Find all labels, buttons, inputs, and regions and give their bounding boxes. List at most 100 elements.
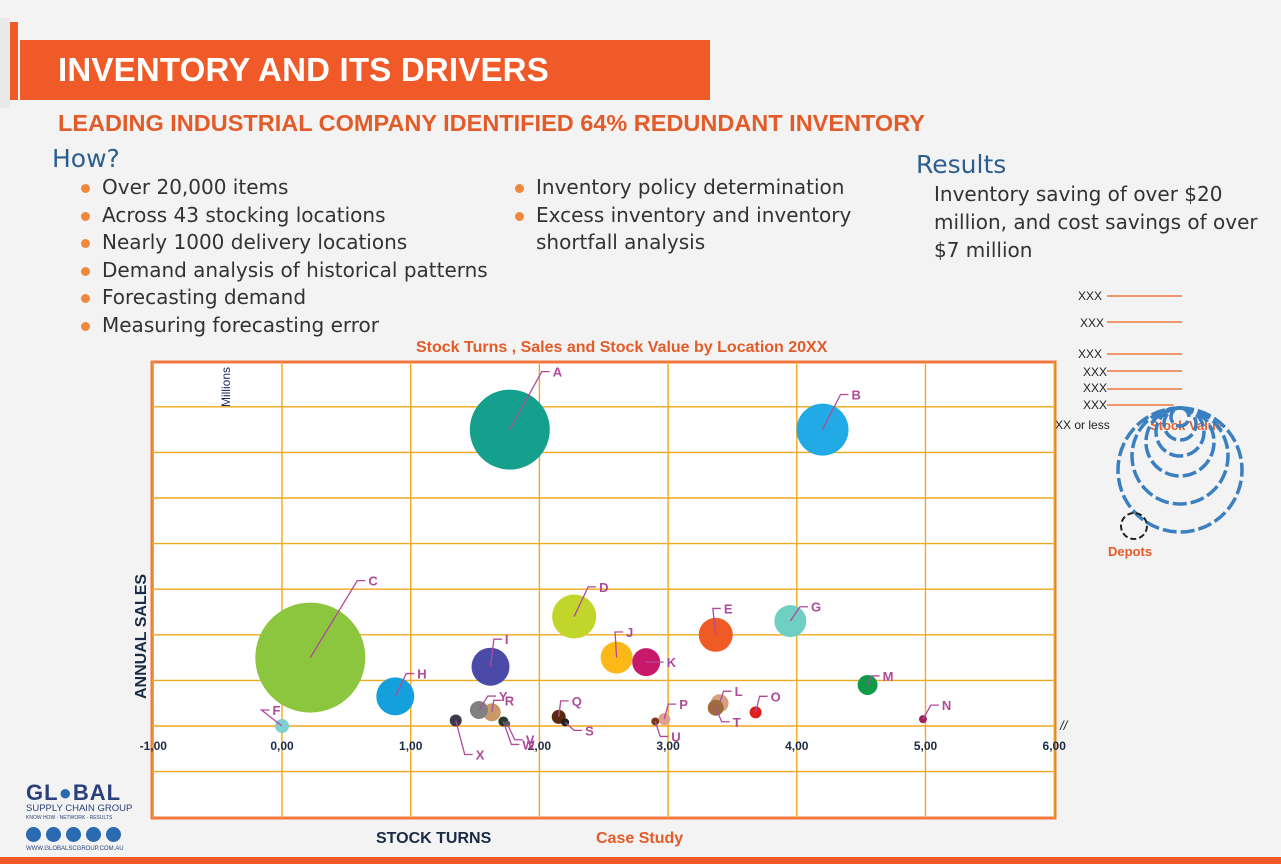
bubble-label-X: X xyxy=(476,748,485,763)
y-axis-label: ANNUAL SALES xyxy=(133,573,150,699)
bubble-leader-line xyxy=(866,675,880,686)
bubble-leader-line xyxy=(259,709,283,727)
bubble-leader-line xyxy=(654,721,669,738)
bubble-leader-line xyxy=(455,720,473,756)
bubble-leader-line xyxy=(506,723,523,741)
bubble-leader-line xyxy=(478,695,496,711)
bubble-label-S: S xyxy=(585,723,594,738)
bubble-leader-line xyxy=(715,707,730,723)
bubble-label-U: U xyxy=(671,729,680,744)
bubble-label-Q: Q xyxy=(572,694,582,709)
bubble-label-G: G xyxy=(811,600,821,615)
bubble-label-W: W xyxy=(522,737,535,752)
bottom-accent-bar xyxy=(0,857,1281,864)
depots-icon xyxy=(1120,512,1148,540)
bubble-label-V: V xyxy=(526,733,535,748)
bubble-label-N: N xyxy=(942,698,951,713)
bubble-label-C: C xyxy=(368,574,378,589)
x-axis-label: STOCK TURNS xyxy=(376,830,492,847)
bubble-leader-line xyxy=(558,700,569,717)
page-subtitle: LEADING INDUSTRIAL COMPANY IDENTIFIED 64… xyxy=(58,110,925,136)
plot-area xyxy=(150,360,1057,820)
bubble-leader-line xyxy=(754,695,768,713)
bubble-leader-line xyxy=(573,586,597,617)
legend-size-label: XXX xyxy=(1080,316,1105,330)
bubble-leader-line xyxy=(509,370,550,430)
legend-size-circle xyxy=(1154,406,1206,458)
bubble-label-D: D xyxy=(599,580,608,595)
bubble-leader-line xyxy=(712,607,721,635)
list-item: Measuring forecasting error xyxy=(78,312,488,340)
legend-depots-label: Depots xyxy=(1108,544,1153,559)
legend-smallest-label: XXX or less xyxy=(1047,418,1110,432)
list-item: Across 43 stocking locations xyxy=(78,202,488,230)
bubble-leader-line xyxy=(489,638,502,667)
bubble-label-B: B xyxy=(852,388,861,403)
logo-icons xyxy=(26,827,146,842)
how-list-left: Over 20,000 items Across 43 stocking loc… xyxy=(78,174,488,339)
bubble-label-T: T xyxy=(733,715,741,730)
y-axis-unit: Millions xyxy=(219,367,233,408)
legend-size-label: XXX xyxy=(1083,398,1108,412)
logo-url: WWW.GLOBALSCGROUP.COM.AU xyxy=(26,846,124,852)
list-item: Forecasting demand xyxy=(78,284,488,312)
list-item: Over 20,000 items xyxy=(78,174,488,202)
bubble-leader-line xyxy=(718,690,732,704)
bubble-label-R: R xyxy=(505,693,515,708)
bubble-leader-line xyxy=(789,606,808,622)
bubble-label-P: P xyxy=(679,697,688,712)
case-study-label: Case Study xyxy=(596,830,684,847)
x-tick-label: -1,00 xyxy=(140,739,168,753)
x-tick-label: 4,00 xyxy=(785,739,809,753)
legend-size-label: XXX xyxy=(1083,381,1108,395)
page-title: INVENTORY AND ITS DRIVERS xyxy=(20,40,710,100)
bubble-label-K: K xyxy=(667,655,677,670)
bubble-leader-line xyxy=(922,704,939,720)
bubble-label-M: M xyxy=(883,669,894,684)
results-heading: Results xyxy=(916,150,1007,179)
legend-size-circle xyxy=(1144,406,1216,478)
bubble-label-A: A xyxy=(553,365,563,380)
bubble-leader-line xyxy=(491,699,502,713)
bubble-leader-line xyxy=(821,393,849,430)
legend-size-circle xyxy=(1130,406,1230,506)
list-item: Nearly 1000 delivery locations xyxy=(78,229,488,257)
bubble-label-J: J xyxy=(626,625,633,640)
left-accent-strip xyxy=(10,22,18,100)
bubble-leader-line xyxy=(502,721,520,746)
chart-title: Stock Turns , Sales and Stock Value by L… xyxy=(416,339,828,356)
bubble-label-E: E xyxy=(724,601,733,616)
legend-size-label: XXX xyxy=(1078,289,1103,303)
list-item: Excess inventory and inventory shortfall… xyxy=(512,202,852,257)
logo-tagline: KNOW HOW · NETWORK · RESULTS xyxy=(26,815,113,821)
company-logo: GL●BAL SUPPLY CHAIN GROUP KNOW HOW · NET… xyxy=(26,780,146,852)
bubble-leader-line xyxy=(614,631,624,658)
x-tick-label: 5,00 xyxy=(914,739,938,753)
bubble-label-H: H xyxy=(417,667,426,682)
bubble-label-O: O xyxy=(771,689,781,704)
legend-size-label: XXX xyxy=(1078,347,1103,361)
bubble-label-F: F xyxy=(273,703,281,718)
results-text: Inventory saving of over $20 million, an… xyxy=(934,182,1258,262)
bubble-leader-line xyxy=(564,721,583,732)
bubble-label-Y: Y xyxy=(499,689,508,704)
axis-break-mark: // xyxy=(1060,718,1068,733)
x-tick-label: 1,00 xyxy=(399,739,423,753)
legend-size-circle xyxy=(1162,406,1198,442)
bubble-leader-line xyxy=(663,703,677,720)
bubble-leader-line xyxy=(309,579,366,658)
bubble-leader-line xyxy=(394,672,415,697)
x-tick-label: 6,00 xyxy=(1043,739,1067,753)
how-list-right: Inventory policy determination Excess in… xyxy=(512,174,852,257)
list-item: Inventory policy determination xyxy=(512,174,852,202)
list-item: Demand analysis of historical patterns xyxy=(78,257,488,285)
left-decoration xyxy=(0,18,10,108)
bubble-label-L: L xyxy=(735,684,743,699)
x-tick-label: 0,00 xyxy=(270,739,294,753)
logo-wordmark: GL●BAL xyxy=(26,780,122,805)
legend-size-circle xyxy=(1116,406,1244,534)
x-tick-label: 3,00 xyxy=(656,739,680,753)
legend-size-label: XXX xyxy=(1083,365,1108,379)
how-heading: How? xyxy=(52,144,120,173)
